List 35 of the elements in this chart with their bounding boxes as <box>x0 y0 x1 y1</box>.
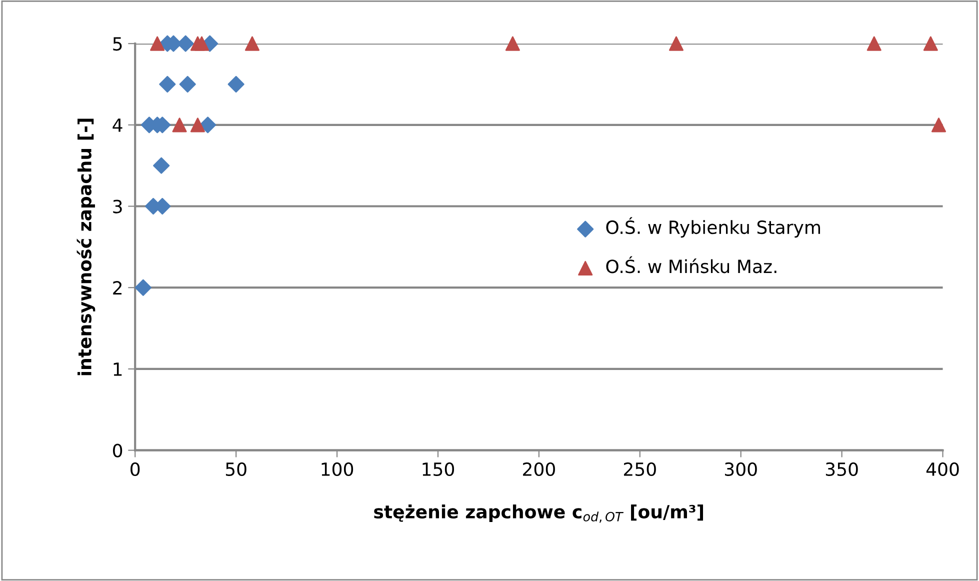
point <box>866 36 882 51</box>
y-tick-label: 4 <box>112 118 122 132</box>
y-tick-label: 5 <box>113 37 122 51</box>
point <box>505 36 520 51</box>
point <box>190 118 205 132</box>
y-axis-title: intensywność zapachu [-] <box>76 118 96 376</box>
point <box>931 118 946 132</box>
y-tick-label: 3 <box>113 200 122 214</box>
x-tick-label: 350 <box>826 462 858 476</box>
x-axis-title: stężenie zapchowe c$_{od,OT}$ [ou/m³] <box>374 504 704 523</box>
x-tick-label: 400 <box>926 462 959 476</box>
point <box>153 157 170 174</box>
point <box>172 118 187 132</box>
y-tick-label: 2 <box>113 281 122 294</box>
point <box>194 36 210 51</box>
point <box>199 116 216 134</box>
y-tick-label: 1 <box>114 362 122 376</box>
point <box>244 36 260 51</box>
x-tick-label: 250 <box>624 462 656 476</box>
x-tick-label: 200 <box>523 462 555 476</box>
legend-label: O.Ś. w Rybienku Starym <box>606 217 820 238</box>
legend-label: O.Ś. w Mińsku Maz. <box>606 256 776 274</box>
x-tick-label: 150 <box>422 462 454 476</box>
point <box>668 36 684 51</box>
y-tick-label: 0 <box>113 444 122 458</box>
point <box>179 76 196 93</box>
point <box>159 76 176 93</box>
x-tick-label: 100 <box>322 462 354 476</box>
x-tick-label: 50 <box>226 462 246 476</box>
x-tick-label: 0 <box>130 462 140 476</box>
point <box>150 36 165 51</box>
point <box>134 279 152 296</box>
x-tick-label: 300 <box>725 462 757 476</box>
point <box>228 76 244 93</box>
point <box>923 36 938 51</box>
